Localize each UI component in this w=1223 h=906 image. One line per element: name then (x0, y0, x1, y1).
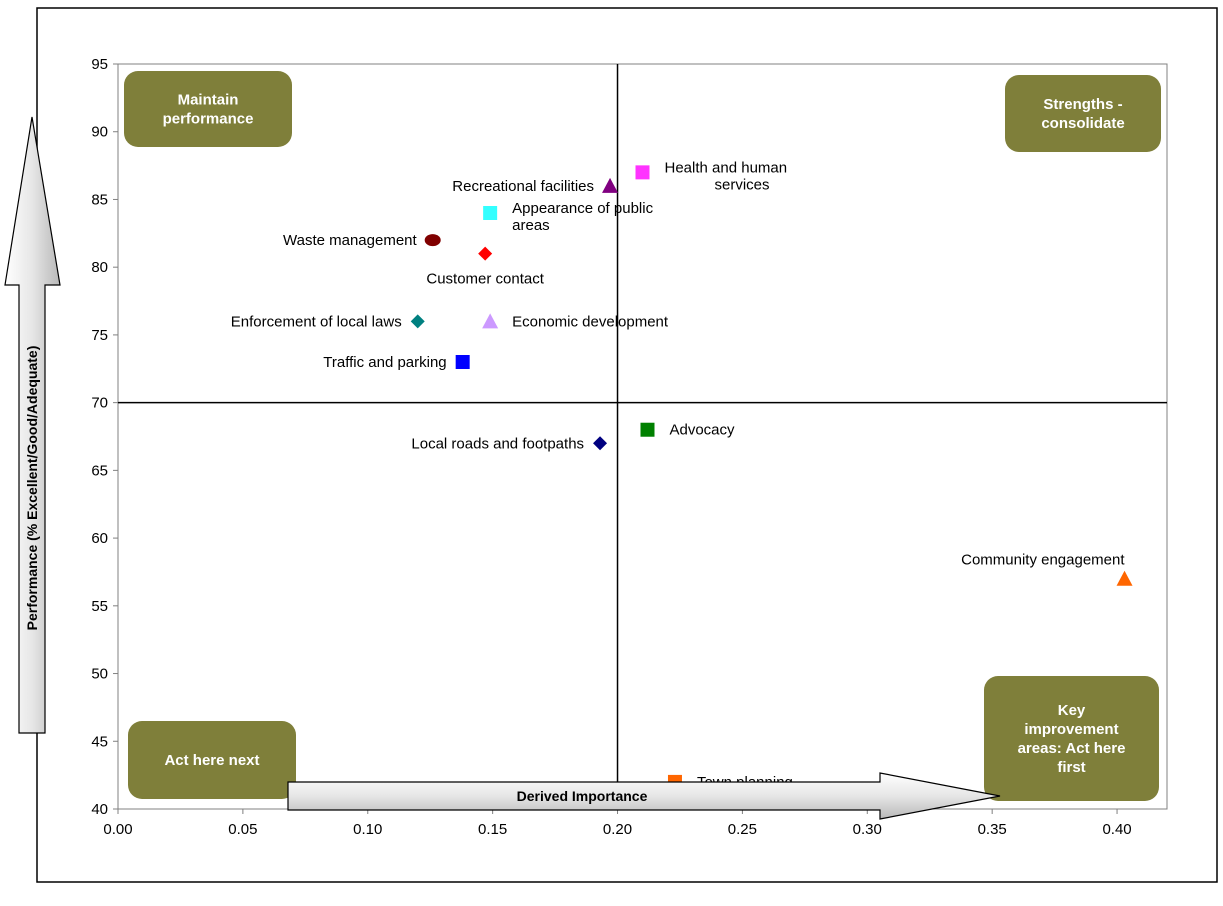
point-label: Appearance of public (512, 200, 653, 217)
y-tick-label: 50 (91, 666, 108, 683)
point-label: Traffic and parking (323, 354, 446, 371)
quadrant-label-text: Key (1058, 702, 1086, 719)
quadrant-box (128, 721, 296, 799)
data-point (635, 165, 650, 180)
point-label: Community engagement (961, 552, 1125, 569)
quadrant-labels: Maintain performance Strengths - consolidat… (124, 71, 1161, 801)
point-label: Waste management (283, 232, 418, 249)
x-tick-label: 0.25 (728, 821, 757, 838)
quadrant-box (1005, 75, 1161, 152)
point-label: services (715, 176, 770, 193)
quadrant-label-text: improvement (1024, 721, 1118, 738)
y-tick-label: 80 (91, 259, 108, 276)
quadrant-box (124, 71, 292, 147)
x-tick-label: 0.05 (228, 821, 257, 838)
x-tick-label: 0.10 (353, 821, 382, 838)
y-tick-label: 40 (91, 801, 108, 818)
y-tick-label: 90 (91, 124, 108, 141)
y-tick-label: 70 (91, 395, 108, 412)
quadrant-label-bottom-left: Act here next (128, 721, 296, 799)
quadrant-label-top-right: Strengths - consolidate (1005, 75, 1161, 152)
y-tick-label: 85 (91, 191, 108, 208)
y-axis-title: Performance (% Excellent/Good/Adequate) (24, 346, 40, 631)
data-point (1116, 570, 1133, 586)
quadrant-label-bottom-right: Key improvement areas: Act here first (984, 676, 1159, 801)
quadrant-label-text: Strengths - (1043, 96, 1122, 113)
point-label: Recreational facilities (452, 178, 594, 195)
data-point (640, 422, 655, 437)
data-point (483, 206, 498, 220)
point-label: Economic development (512, 313, 669, 330)
data-point (424, 234, 441, 247)
data-point (593, 436, 608, 451)
point-label: areas (512, 217, 550, 234)
quadrant-label-text: areas: Act here (1018, 740, 1126, 757)
point-label: Advocacy (669, 422, 735, 439)
quadrant-label-text: Maintain (178, 92, 239, 109)
y-tick-label: 65 (91, 462, 108, 479)
quadrant-label-top-left: Maintain performance (124, 71, 292, 147)
data-point (410, 314, 425, 329)
x-axis-title: Derived Importance (517, 788, 648, 804)
x-tick-label: 0.00 (103, 821, 132, 838)
data-point (602, 177, 619, 193)
y-tick-label: 95 (91, 56, 108, 73)
y-axis-arrow: Performance (% Excellent/Good/Adequate) (4, 116, 61, 734)
x-tick-label: 0.35 (978, 821, 1007, 838)
quadrant-box (984, 676, 1159, 801)
x-axis-arrow: Derived Importance (287, 772, 1001, 820)
point-label: Enforcement of local laws (231, 313, 402, 330)
x-tick-label: 0.40 (1102, 821, 1131, 838)
data-point (478, 246, 493, 261)
y-tick-label: 55 (91, 598, 108, 615)
y-tick-label: 75 (91, 327, 108, 344)
x-tick-label: 0.30 (853, 821, 882, 838)
quadrant-label-text: consolidate (1041, 115, 1124, 132)
axes-layer: 0.00 0.05 0.10 0.15 0.20 0.25 0.30 0.35 0.40 40 45… (91, 56, 1131, 838)
quadrant-dividers (118, 64, 1167, 809)
y-tick-label: 60 (91, 530, 108, 547)
quadrant-label-text: performance (163, 111, 254, 128)
point-label: Customer contact (426, 271, 544, 288)
y-tick-label: 45 (91, 733, 108, 750)
data-point (482, 313, 499, 329)
data-points (410, 165, 1133, 789)
quadrant-label-text: first (1057, 759, 1085, 776)
point-label: Health and human (665, 159, 788, 176)
point-label: Local roads and footpaths (411, 435, 584, 452)
x-tick-label: 0.15 (478, 821, 507, 838)
quadrant-label-text: Act here next (164, 752, 259, 769)
data-point (455, 355, 470, 369)
x-tick-label: 0.20 (603, 821, 632, 838)
